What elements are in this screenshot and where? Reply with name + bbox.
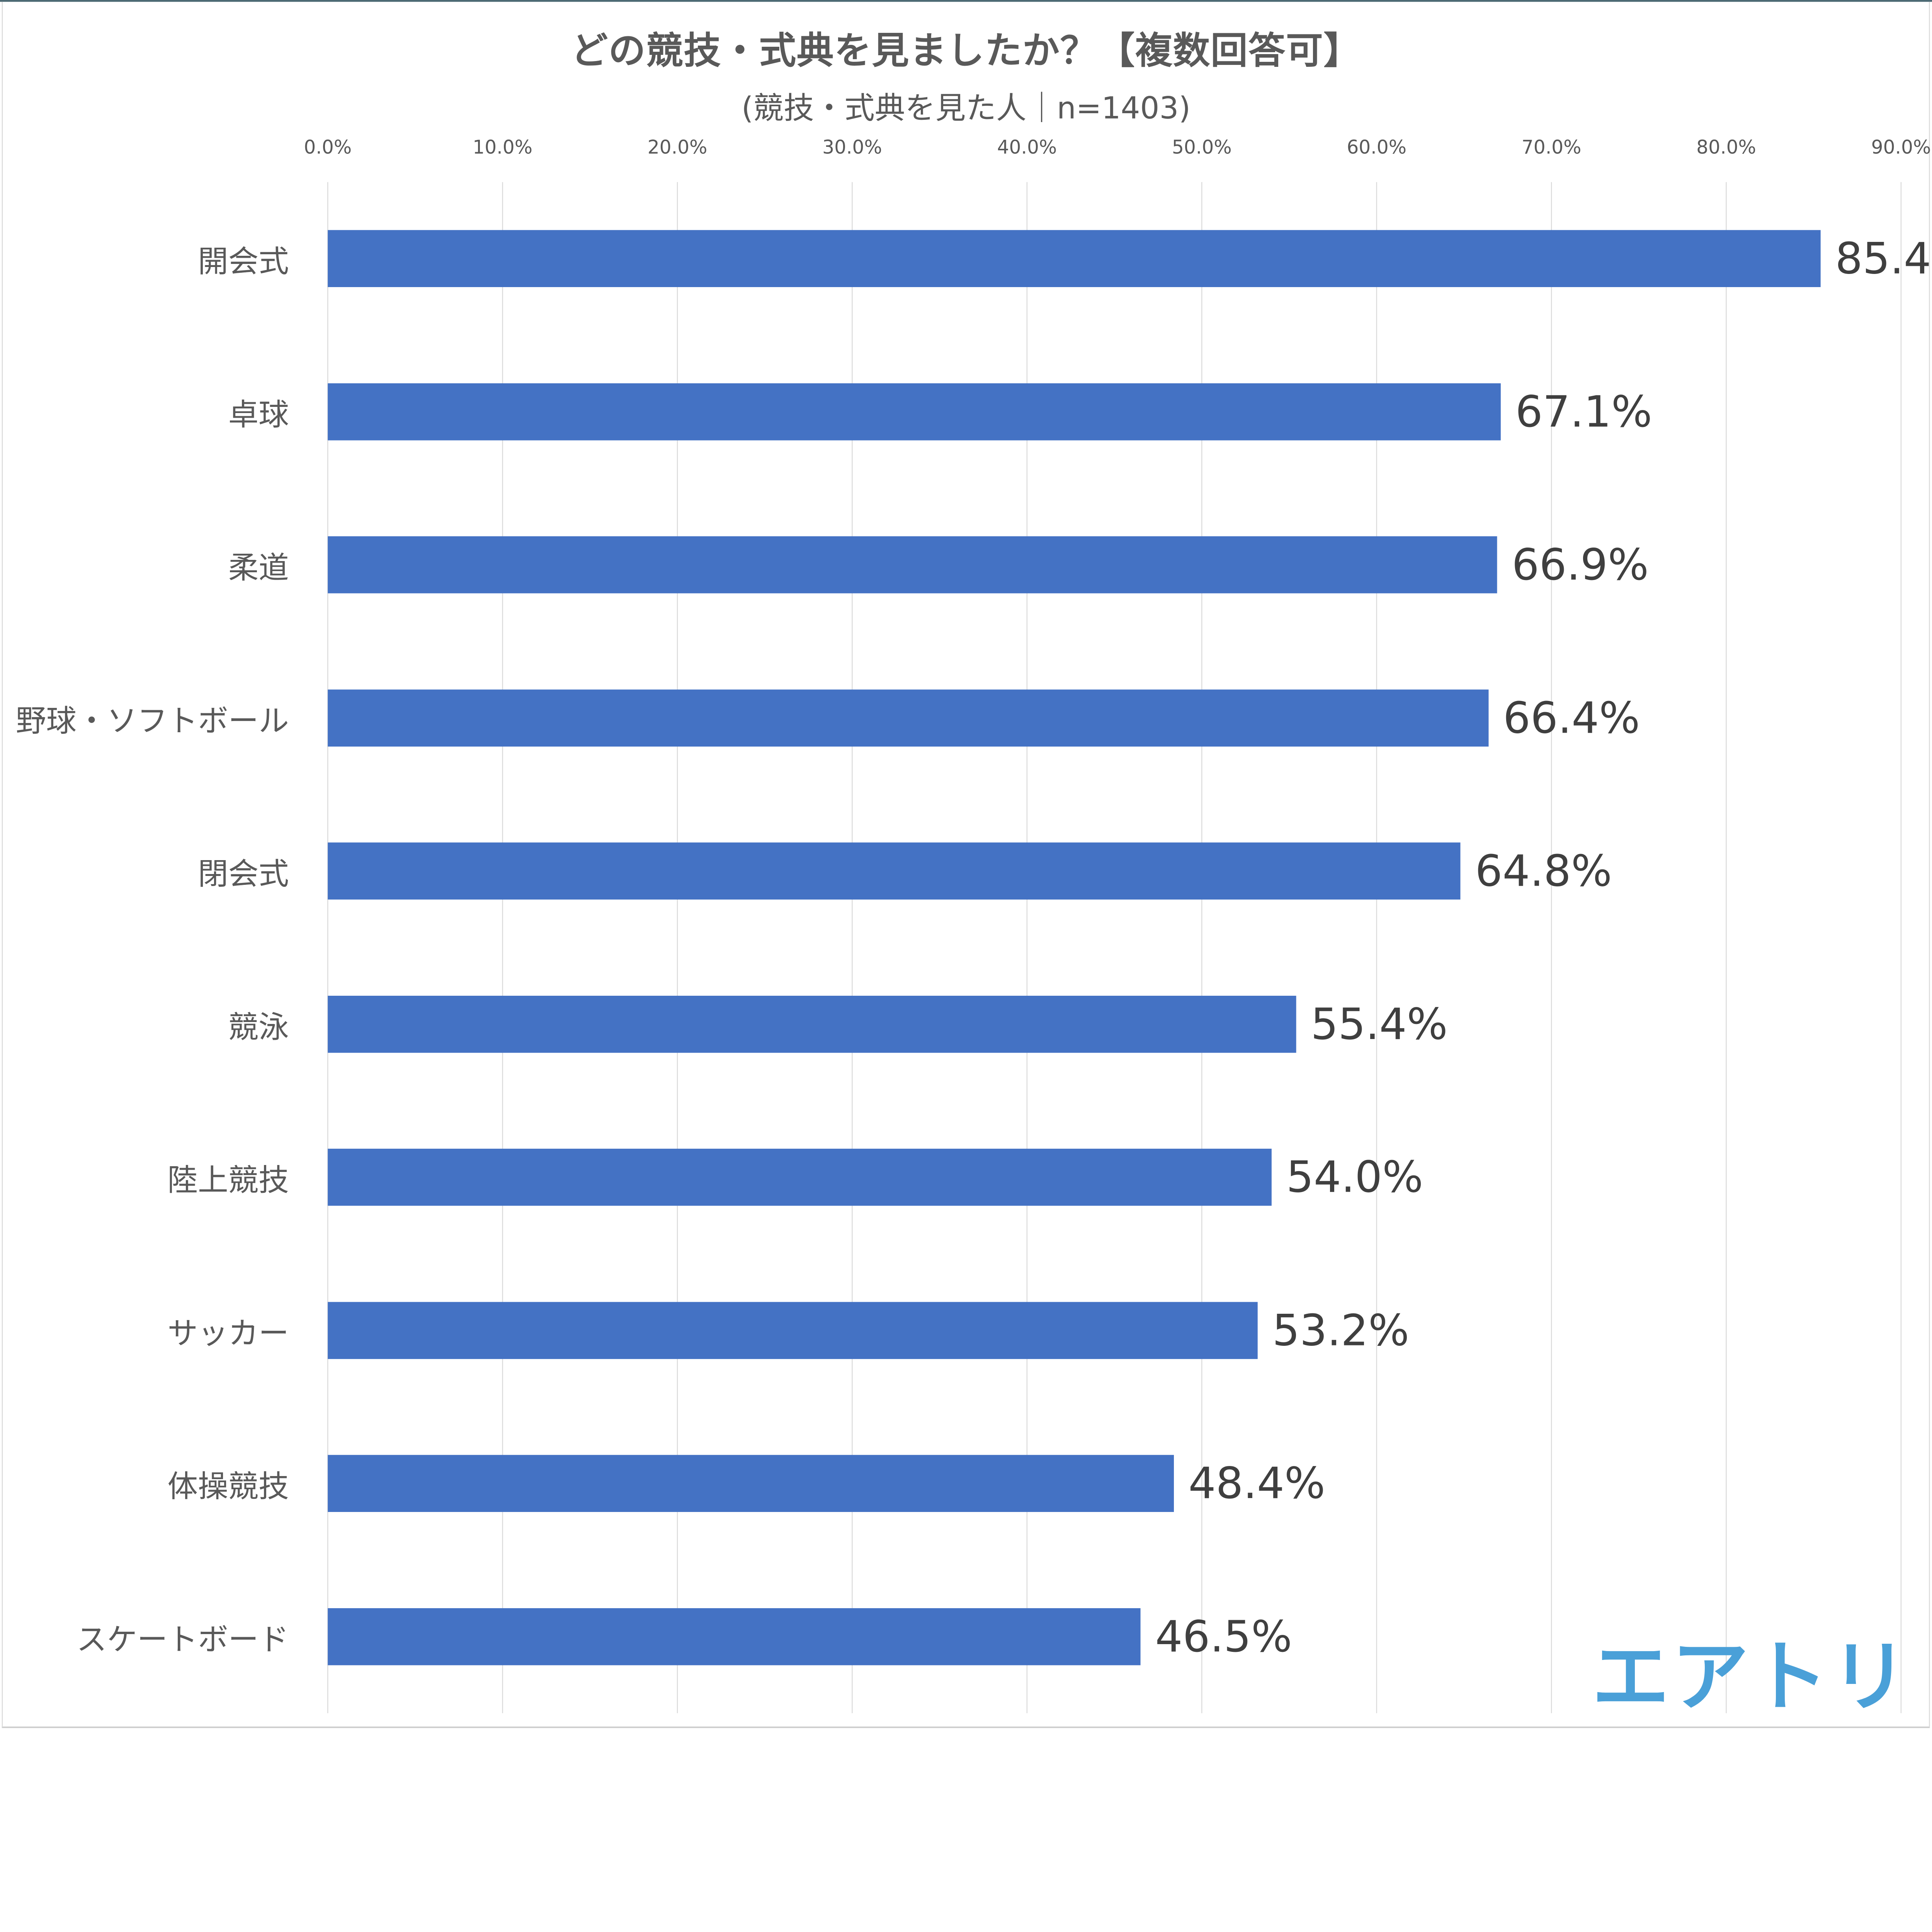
category-axis: 開会式卓球柔道野球・ソフトボール閉会式競泳陸上競技サッカー体操競技スケートボード (0, 182, 328, 1713)
x-tick-label: 80.0% (1696, 136, 1756, 158)
value-label: 53.2% (1272, 1305, 1410, 1355)
bar (328, 383, 1501, 440)
chart-title: どの競技・式典を見ましたか？【複数回答可】 (571, 29, 1361, 72)
value-label: 85.4% (1835, 233, 1932, 284)
category-label: 閉会式 (198, 856, 289, 892)
category-label: 体操競技 (167, 1468, 289, 1504)
bar (328, 1149, 1272, 1206)
chart-subtitle: (競技・式典を見た人｜n=1403) (741, 90, 1191, 126)
x-tick-label: 30.0% (822, 136, 882, 158)
bar (328, 536, 1497, 594)
gridline (327, 182, 328, 1713)
x-tick-label: 60.0% (1347, 136, 1407, 158)
value-label: 66.9% (1512, 540, 1649, 590)
category-label: 競泳 (228, 1009, 289, 1045)
bar-row: 64.8% (328, 794, 1901, 947)
category-label: 開会式 (198, 243, 289, 279)
bar-row: 53.2% (328, 1254, 1901, 1407)
x-tick-label: 50.0% (1172, 136, 1232, 158)
bar-row: 55.4% (328, 947, 1901, 1100)
bar (328, 995, 1296, 1053)
x-tick-label: 90.0% (1871, 136, 1931, 158)
x-tick-label: 20.0% (647, 136, 707, 158)
category-label: サッカー (167, 1315, 289, 1351)
gridline (1551, 182, 1552, 1713)
value-label: 66.4% (1503, 693, 1640, 743)
category-label: 卓球 (228, 396, 289, 432)
bar (328, 230, 1821, 287)
x-tick-label: 40.0% (997, 136, 1057, 158)
bar-row: 67.1% (328, 335, 1901, 488)
top-accent-bar (0, 0, 1932, 2)
category-label: 柔道 (228, 549, 289, 585)
bar-row: 46.5% (328, 1560, 1901, 1713)
bar-row: 85.4% (328, 182, 1932, 335)
gridline (1376, 182, 1377, 1713)
bar (328, 842, 1461, 900)
category-label: 陸上競技 (167, 1162, 289, 1198)
brand-logo: エアトリ (1592, 1632, 1910, 1722)
category-label: スケートボード (76, 1621, 289, 1657)
bar (328, 1608, 1141, 1665)
bar (328, 1302, 1258, 1359)
value-label: 48.4% (1188, 1458, 1325, 1509)
value-label: 67.1% (1515, 386, 1652, 437)
bar-row: 66.4% (328, 641, 1901, 794)
value-label: 55.4% (1311, 999, 1448, 1049)
value-label: 54.0% (1286, 1152, 1423, 1202)
value-label: 64.8% (1475, 846, 1612, 896)
bar (328, 689, 1489, 747)
bar (328, 1455, 1174, 1512)
category-label: 野球・ソフトボール (15, 703, 289, 739)
gridline (502, 182, 503, 1713)
x-tick-label: 0.0% (304, 136, 352, 158)
bar-row: 66.9% (328, 488, 1901, 641)
bar-row: 48.4% (328, 1407, 1901, 1560)
gridline (1201, 182, 1202, 1713)
x-tick-label: 70.0% (1521, 136, 1582, 158)
value-label: 46.5% (1155, 1611, 1292, 1662)
x-tick-label: 10.0% (473, 136, 532, 158)
bar-row: 54.0% (328, 1101, 1901, 1254)
chart-canvas: どの競技・式典を見ましたか？【複数回答可】 (競技・式典を見た人｜n=1403)… (0, 0, 1932, 1728)
plot-area: 85.4% 67.1% 66.9% 66.4% 64.8% 55.4% 54.0… (327, 182, 1932, 1713)
gridline (677, 182, 678, 1713)
x-axis-ticks: 0.0% 10.0% 20.0% 30.0% 40.0% 50.0% 60.0% 70.0% 8… (304, 136, 1931, 170)
